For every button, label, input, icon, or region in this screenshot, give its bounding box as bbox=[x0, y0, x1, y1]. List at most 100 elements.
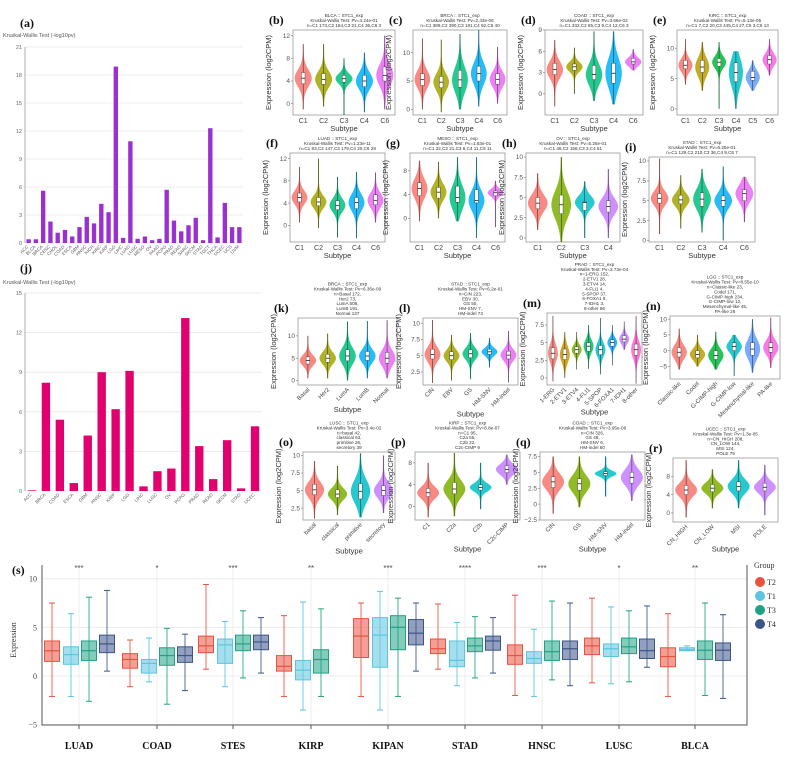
box bbox=[452, 482, 457, 495]
significance-label: ** bbox=[308, 564, 314, 573]
y-axis-title: Expression (log2CPM) bbox=[394, 313, 403, 389]
y-tick-label: 10 bbox=[413, 320, 421, 327]
x-tick-label: C4 bbox=[474, 118, 483, 125]
y-tick-label: 6 bbox=[538, 48, 542, 55]
y-tick-label: 8 bbox=[283, 178, 287, 185]
x-tick-label: GBM bbox=[69, 244, 80, 255]
box bbox=[63, 646, 79, 665]
y-axis-title: Expression (log2CPM) bbox=[511, 448, 520, 524]
x-tick-label: C3 bbox=[590, 118, 599, 125]
bar bbox=[193, 217, 198, 243]
significance-label: * bbox=[617, 564, 620, 573]
box bbox=[678, 194, 683, 205]
bar bbox=[27, 490, 37, 491]
y-tick-label: 5 bbox=[406, 78, 410, 85]
y-tick-label: 0 bbox=[666, 510, 670, 517]
bar bbox=[142, 236, 148, 243]
box bbox=[603, 643, 619, 658]
y-tick-label: 4 bbox=[286, 78, 290, 85]
plot-title-line: HM-indel 60 bbox=[580, 445, 605, 450]
x-tick-label: HM-SNV bbox=[472, 387, 493, 408]
x-tick-label: MSI bbox=[730, 524, 742, 536]
box bbox=[742, 189, 747, 201]
panel-label: (n) bbox=[646, 299, 661, 313]
x-axis-title: Subtype bbox=[330, 124, 358, 133]
y-tick-label: 7.5 bbox=[291, 470, 300, 477]
x-axis-title: Subtype bbox=[559, 251, 587, 260]
plot-title-line: COAD :: STC1_exp bbox=[574, 13, 615, 18]
bar bbox=[200, 240, 206, 243]
plot-title-line: Kruskal-Wallis Test: Pv=3.95e-06 bbox=[559, 425, 627, 430]
x-tick-label: BLCA bbox=[25, 244, 37, 256]
box bbox=[235, 634, 251, 652]
plot-title-line: Kruskal-Wallis Test: Pv=3.4e-02 bbox=[317, 425, 382, 430]
plot-title-line: Kruskal-Wallis Test: Pv=6.2e-01 bbox=[438, 287, 503, 292]
plot-title-line: G-CIMP-low 12, bbox=[709, 299, 742, 304]
panel-label: (s) bbox=[12, 563, 25, 577]
plot-title-line: EBV 30, bbox=[462, 296, 479, 301]
plot-title-line: C2b 22, bbox=[459, 440, 475, 445]
plot-title-line: Mesenchymal-like 45, bbox=[703, 304, 747, 309]
x-tick-label: READ bbox=[202, 492, 215, 505]
x-tick-label: C4 bbox=[352, 245, 361, 252]
bar bbox=[186, 225, 191, 243]
plot-title-line: n=Classic-like 23, bbox=[707, 285, 743, 290]
x-tick-label: C2 bbox=[676, 245, 685, 252]
x-tick-label: C3 bbox=[333, 245, 342, 252]
box bbox=[700, 192, 705, 207]
y-tick-label: 12 bbox=[283, 33, 291, 40]
x-tick-label: GS bbox=[464, 387, 474, 397]
legend-swatch bbox=[755, 619, 765, 629]
panel-label: (k) bbox=[274, 301, 289, 315]
plot-title-line: n=C1 173,C2 184,C3 21,C4 36,C6 3 bbox=[307, 23, 382, 28]
y-tick-label: 0 bbox=[406, 107, 410, 114]
plot-title-line: Codel 171, bbox=[714, 289, 736, 294]
box bbox=[372, 617, 388, 668]
box bbox=[562, 348, 567, 360]
significance-label: ** bbox=[692, 564, 698, 573]
plot-title-line: secretory 39 bbox=[336, 445, 362, 450]
x-axis-title: Subtype bbox=[688, 251, 716, 260]
x-tick-label: C4 bbox=[604, 245, 613, 252]
plot-title-line: STAD :: STC1_exp bbox=[683, 140, 722, 145]
bar bbox=[229, 227, 235, 243]
box bbox=[562, 640, 578, 660]
bar bbox=[55, 232, 60, 243]
bar bbox=[113, 66, 119, 243]
plot-title-line: Kruskal-Wallis Test: Pv=8.8e-07 bbox=[435, 425, 500, 430]
x-tick-label: C2b bbox=[472, 522, 484, 534]
x-tick-label: C5 bbox=[748, 118, 757, 125]
plot-title-line: Kruskal-Wallis Test: Pv=6.36e-09 bbox=[314, 287, 382, 292]
y-tick-label: 10 bbox=[288, 333, 296, 340]
box bbox=[382, 66, 387, 82]
plot-title-line: Kruskal-Wallis Test: Pv=5.13e-05 bbox=[694, 18, 762, 23]
x-tick-label: C1 bbox=[655, 245, 664, 252]
x-tick-label: BLCA bbox=[681, 741, 710, 752]
box bbox=[485, 635, 501, 651]
y-tick-label: 6 bbox=[19, 185, 22, 191]
y-tick-label: 10 bbox=[639, 158, 647, 165]
plot-title-line: Kruskal-Wallis Test: Pv=4.24e-01 bbox=[310, 18, 378, 23]
x-axis-title: Subtype bbox=[457, 410, 485, 419]
x-tick-label: STAD bbox=[452, 741, 478, 752]
plot-title-line: classical 63, bbox=[336, 435, 361, 440]
bar bbox=[40, 190, 46, 243]
x-axis-title: Subtype bbox=[712, 544, 740, 553]
x-axis-title: Subtype bbox=[714, 124, 742, 133]
y-tick-label: 2.5 bbox=[528, 485, 537, 492]
x-tick-label: primitive bbox=[344, 522, 365, 543]
panel-label: (c) bbox=[389, 13, 402, 27]
bar bbox=[99, 203, 104, 243]
y-tick-label: 0 bbox=[533, 501, 537, 508]
bar bbox=[171, 220, 177, 243]
plot-title-line: 5-SPOP 37, bbox=[582, 291, 606, 296]
plot-title-line: 8-other 86 bbox=[584, 306, 605, 311]
plot-title-line: Kruskal-Wallis Test: Pv=2.43e-06 bbox=[426, 18, 494, 23]
x-tick-label: OV bbox=[164, 492, 172, 500]
box bbox=[159, 647, 175, 666]
